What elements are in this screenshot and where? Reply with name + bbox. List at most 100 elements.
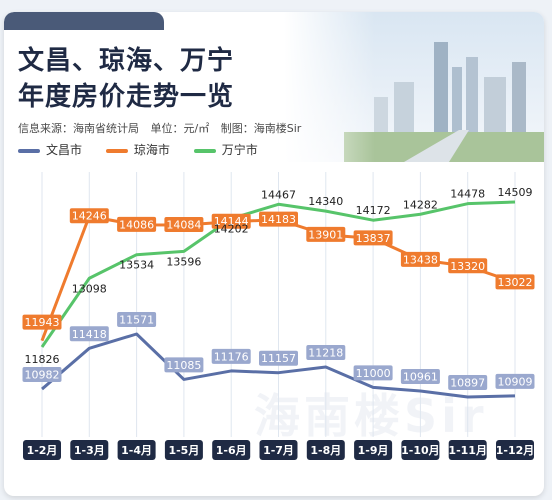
data-label-wanning: 14509 <box>498 186 533 199</box>
data-label-box-wenchang <box>211 348 251 364</box>
data-label-wanning: 14202 <box>214 223 249 236</box>
x-tick-label: 1-11月 <box>448 444 487 457</box>
data-label-qionghai: 13022 <box>498 276 533 289</box>
data-label-wanning: 11826 <box>25 353 60 366</box>
x-tick-badge <box>448 440 487 460</box>
data-label-wenchang: 11085 <box>166 359 201 372</box>
x-tick-label: 1-12月 <box>496 444 535 457</box>
data-label-box-qionghai <box>211 213 251 229</box>
card-tab <box>4 12 164 30</box>
x-tick-badge <box>354 440 393 460</box>
data-label-qionghai: 13837 <box>356 232 391 245</box>
data-label-box-wenchang <box>259 350 298 366</box>
legend-item-wenchang: 文昌市 <box>18 141 82 158</box>
data-label-wanning: 14172 <box>356 204 391 217</box>
x-tick-badge <box>23 440 61 460</box>
page-title-line2: 年度房价走势一览 <box>18 82 235 112</box>
data-label-box-qionghai <box>164 216 204 232</box>
data-label-qionghai: 13901 <box>308 228 343 241</box>
unit-text: 单位：元/㎡ <box>150 122 210 135</box>
page-title-line1: 文昌、琼海、万宁 <box>18 46 235 76</box>
data-label-qionghai: 14246 <box>72 210 107 223</box>
data-label-wanning: 13098 <box>72 282 107 295</box>
x-tick-badge <box>496 440 534 460</box>
data-label-box-qionghai <box>495 274 535 290</box>
legend-item-wanning: 万宁市 <box>193 141 258 158</box>
data-label-box-wenchang <box>400 369 440 385</box>
series-line-2 <box>40 200 516 348</box>
data-label-box-qionghai <box>22 314 62 330</box>
data-label-wenchang: 11218 <box>308 346 343 359</box>
series-line-0 <box>41 332 516 399</box>
data-label-wanning: 13534 <box>119 259 154 272</box>
data-label-wenchang: 10961 <box>403 371 438 384</box>
x-tick-label: 1-6月 <box>216 444 247 457</box>
x-tick-label: 1-8月 <box>310 444 341 457</box>
data-label-qionghai: 14084 <box>166 218 201 231</box>
data-label-box-qionghai <box>353 230 393 246</box>
legend-label: 文昌市 <box>46 143 83 157</box>
data-label-qionghai: 14086 <box>119 218 154 231</box>
x-tick-label: 1-9月 <box>358 444 389 457</box>
x-tick-label: 1-7月 <box>263 444 294 457</box>
data-label-wanning: 14340 <box>308 195 343 208</box>
x-tick-badge <box>164 440 203 460</box>
data-label-wanning: 14467 <box>261 188 296 201</box>
data-label-wenchang: 11571 <box>119 314 154 327</box>
legend-swatch <box>18 148 40 153</box>
data-label-box-wenchang <box>448 375 488 390</box>
data-label-qionghai: 11943 <box>25 316 60 329</box>
data-label-wenchang: 11157 <box>261 352 296 365</box>
legend-label: 琼海市 <box>133 143 170 157</box>
data-label-box-wenchang <box>353 365 393 381</box>
data-label-wenchang: 10897 <box>450 377 485 390</box>
data-label-box-wenchang <box>117 312 157 327</box>
data-label-qionghai: 14144 <box>214 215 249 228</box>
x-tick-badge <box>259 440 298 460</box>
data-label-box-wenchang <box>164 357 204 373</box>
data-label-qionghai: 13320 <box>450 260 485 273</box>
x-tick-badge <box>70 440 109 460</box>
x-tick-label: 1-3月 <box>74 444 105 457</box>
data-label-qionghai: 13438 <box>403 253 438 266</box>
legend: 文昌市 琼海市 万宁市 <box>18 141 278 158</box>
data-label-wanning: 13596 <box>166 255 201 268</box>
data-label-box-wenchang <box>69 326 109 342</box>
data-label-box-wenchang <box>306 344 346 360</box>
data-label-qionghai: 14183 <box>261 213 296 226</box>
x-tick-badge <box>306 440 345 460</box>
line-chart: 10982 11418 11571 11085 11176 11157 11218 11000… <box>22 172 535 460</box>
x-tick-label: 1-4月 <box>121 444 152 457</box>
city-skyline-image <box>284 12 544 162</box>
producer-text: 制图：海南楼Sir <box>220 122 302 135</box>
data-label-box-qionghai <box>69 208 109 224</box>
data-label-box-wenchang <box>22 367 62 383</box>
legend-swatch <box>193 148 216 153</box>
data-label-wanning: 14478 <box>450 188 485 201</box>
data-label-wenchang: 11000 <box>356 367 391 380</box>
x-tick-label: 1-5月 <box>168 444 199 457</box>
data-label-wenchang: 11176 <box>214 350 249 363</box>
x-tick-label: 1-2月 <box>27 444 58 457</box>
data-label-box-qionghai <box>400 251 440 267</box>
x-tick-badge <box>212 440 251 460</box>
meta-info: 信息来源：海南省统计局 单位：元/㎡ 制图：海南楼Sir <box>18 120 309 136</box>
watermark: 海南楼Sir <box>254 389 488 443</box>
x-tick-badge <box>401 440 440 460</box>
source-text: 信息来源：海南省统计局 <box>18 122 139 135</box>
data-label-box-wenchang <box>495 373 535 389</box>
data-label-wanning: 14282 <box>403 198 438 211</box>
data-label-box-qionghai <box>306 226 346 242</box>
x-tick-badge <box>117 440 156 460</box>
x-tick-label: 1-10月 <box>401 444 440 457</box>
data-label-wenchang: 10909 <box>498 375 533 388</box>
data-label-wenchang: 11418 <box>72 328 107 341</box>
data-label-box-qionghai <box>259 211 298 227</box>
legend-swatch <box>105 148 128 153</box>
data-label-box-qionghai <box>117 216 157 232</box>
data-label-box-qionghai <box>448 258 488 274</box>
chart-card: 文昌、琼海、万宁 年度房价走势一览 信息来源：海南省统计局 单位：元/㎡ 制图：… <box>4 12 544 496</box>
data-label-wenchang: 10982 <box>25 369 60 382</box>
legend-label: 万宁市 <box>221 143 258 157</box>
